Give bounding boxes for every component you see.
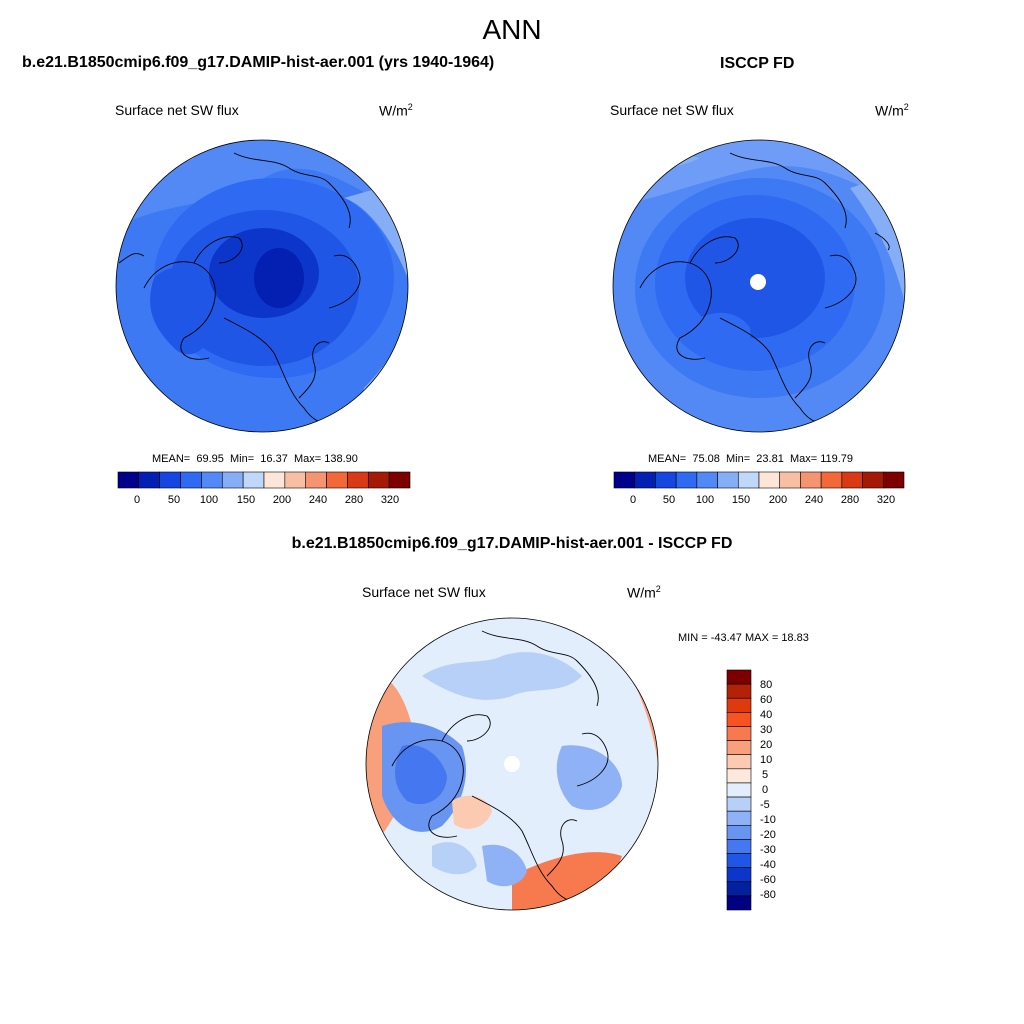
cb3-label: 80 — [760, 679, 773, 691]
colorbar-swatch — [726, 726, 752, 741]
colorbar-swatch — [726, 881, 752, 897]
diff-map — [365, 617, 659, 911]
colorbar-swatch — [655, 471, 677, 489]
cb2-label: 100 — [695, 494, 715, 506]
colorbar-swatch — [726, 782, 752, 798]
colorbar-swatch — [726, 712, 752, 727]
colorbar-swatch — [726, 768, 752, 784]
season-title: ANN — [482, 14, 542, 45]
colorbar-swatch — [159, 471, 181, 489]
cb1-label: 100 — [199, 494, 219, 506]
panel-1-map — [115, 139, 409, 433]
cb2-label: 150 — [731, 494, 751, 506]
cb3-label: -30 — [760, 844, 776, 856]
panel-2-title: ISCCP FD — [720, 55, 795, 72]
colorbar-swatch — [305, 471, 327, 489]
cb3-label: 30 — [760, 724, 773, 736]
cb1-label: 50 — [167, 494, 181, 506]
colorbar-swatch — [726, 754, 752, 770]
diff-minmax: MIN = -43.47 MAX = 18.83 — [678, 632, 809, 644]
panel-1-stats: MEAN= 69.95 Min= 16.37 Max= 138.90 — [152, 453, 358, 465]
colorbar-swatch — [263, 471, 286, 489]
cb2-label: 320 — [876, 494, 896, 506]
colorbar-swatch — [367, 471, 390, 489]
colorbar-swatch — [726, 867, 752, 883]
cb1-label: 0 — [133, 494, 141, 506]
panel-2-colorbar — [613, 471, 905, 489]
diff-variable: Surface net SW flux — [362, 584, 486, 600]
cb3-label: -10 — [760, 814, 776, 826]
colorbar-swatch — [696, 471, 718, 489]
cb1-label: 240 — [308, 494, 328, 506]
cb2-label: 200 — [768, 494, 788, 506]
colorbar-swatch — [726, 853, 752, 868]
colorbar-swatch — [717, 471, 739, 489]
colorbar-swatch — [726, 796, 752, 812]
colorbar-swatch — [180, 471, 202, 489]
colorbar-swatch — [726, 683, 752, 699]
colorbar-swatch — [820, 471, 843, 489]
diff-colorbar — [726, 669, 752, 911]
cb3-label: -60 — [760, 874, 776, 886]
panel-2-variable: Surface net SW flux — [610, 102, 734, 118]
colorbar-swatch — [347, 471, 369, 489]
panel-2-stats: MEAN= 75.08 Min= 23.81 Max= 119.79 — [648, 453, 854, 465]
cb3-label: 60 — [760, 694, 773, 706]
cb3-label: -40 — [760, 859, 776, 871]
cb1-label: 280 — [344, 494, 364, 506]
colorbar-swatch — [882, 471, 905, 489]
cb3-label: -5 — [760, 799, 770, 811]
panel-1-units: W/m2 — [379, 102, 413, 119]
panel-1-variable: Surface net SW flux — [115, 102, 239, 118]
colorbar-swatch — [634, 471, 656, 489]
colorbar-swatch — [726, 669, 752, 685]
cb3-label: 40 — [760, 709, 773, 721]
colorbar-swatch — [117, 471, 140, 489]
colorbar-swatch — [862, 471, 884, 489]
colorbar-swatch — [726, 697, 752, 713]
cb3-label: -20 — [760, 829, 776, 841]
colorbar-swatch — [613, 471, 636, 489]
colorbar-swatch — [675, 471, 698, 489]
cb2-label: 0 — [629, 494, 637, 506]
colorbar-swatch — [726, 839, 752, 854]
cb3-label: 20 — [760, 739, 773, 751]
colorbar-swatch — [726, 810, 752, 826]
cb3-label: 5 — [762, 769, 769, 781]
cb3-label: 10 — [760, 754, 773, 766]
colorbar-swatch — [242, 471, 265, 489]
colorbar-swatch — [737, 471, 760, 489]
cb1-label: 320 — [380, 494, 400, 506]
colorbar-swatch — [758, 471, 781, 489]
panel-1-title: b.e21.B1850cmip6.f09_g17.DAMIP-hist-aer.… — [22, 54, 495, 71]
panel-2-units: W/m2 — [875, 102, 909, 119]
colorbar-swatch — [201, 471, 223, 489]
diff-units: W/m2 — [627, 584, 661, 601]
colorbar-swatch — [388, 471, 411, 489]
panel-1-colorbar — [117, 471, 411, 489]
cb1-label: 150 — [236, 494, 256, 506]
colorbar-swatch — [726, 740, 752, 756]
colorbar-swatch — [800, 471, 822, 489]
cb2-label: 50 — [662, 494, 676, 506]
cb3-label: 0 — [762, 784, 769, 796]
colorbar-swatch — [726, 895, 752, 911]
cb1-label: 200 — [272, 494, 292, 506]
colorbar-swatch — [326, 471, 348, 489]
cb2-label: 280 — [840, 494, 860, 506]
diff-title: b.e21.B1850cmip6.f09_g17.DAMIP-hist-aer.… — [291, 535, 733, 552]
cb2-label: 240 — [804, 494, 824, 506]
panel-2-map — [612, 139, 906, 433]
colorbar-swatch — [221, 471, 244, 489]
colorbar-swatch — [779, 471, 801, 489]
colorbar-swatch — [284, 471, 307, 489]
cb3-label: -80 — [760, 889, 776, 901]
colorbar-swatch — [841, 471, 863, 489]
colorbar-swatch — [138, 471, 161, 489]
colorbar-swatch — [726, 824, 752, 840]
